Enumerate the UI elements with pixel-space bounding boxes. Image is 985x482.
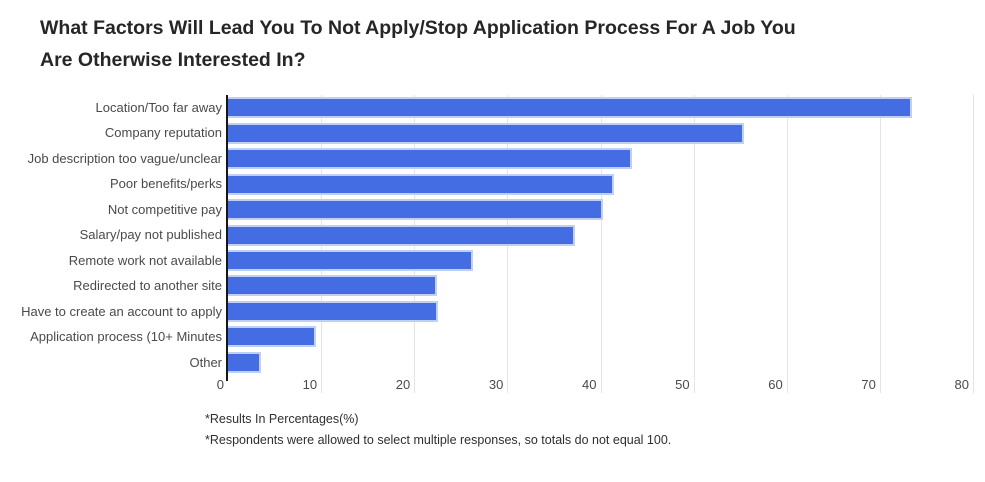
gridline-60 [786,95,788,393]
x-tick-label-10: 10 [302,377,318,392]
bar-salary-pay-not-published[interactable] [228,224,576,246]
bar-have-to-create-an-account-to-apply[interactable] [228,300,439,322]
category-label-job-description-too-vague-unclear: Job description too vague/unclear [27,150,222,166]
gridline-70 [879,95,881,393]
bar-job-description-too-vague-unclear[interactable] [228,148,633,170]
bar-other[interactable] [228,351,261,373]
x-tick-label-60: 60 [768,377,783,392]
category-label-have-to-create-an-account-to-apply: Have to create an account to apply [21,303,222,319]
gridline-80 [973,95,974,393]
category-label-poor-benefits-perks: Poor benefits/perks [109,176,222,192]
chart-title-line-2: Are Otherwise Interested In? [40,49,306,71]
bar-application-process-10-minutes[interactable] [228,326,316,348]
footnote-multiple-responses: *Respondents were allowed to select mult… [205,432,672,447]
category-label-company-reputation: Company reputation [104,125,222,141]
category-label-location-too-far-away: Location/Too far away [95,100,222,115]
bar-poor-benefits-perks[interactable] [228,173,614,195]
bar-company-reputation[interactable] [228,122,744,144]
gridline-40 [600,95,602,393]
category-label-redirected-to-another-site: Redirected to another site [73,278,222,294]
chart-title: What Factors Will Lead You To Not Apply/… [40,12,960,76]
category-label-salary-pay-not-published: Salary/pay not published [79,227,222,243]
bar-redirected-to-another-site[interactable] [228,275,437,297]
category-label-other: Other [189,354,222,370]
chart-footnotes: *Results In Percentages(%) *Respondents … [205,409,671,450]
x-tick-label-40: 40 [582,377,597,392]
gridline-50 [693,95,695,393]
footnote-percentages: *Results In Percentages(%) [205,412,359,426]
x-tick-label-70: 70 [861,377,876,392]
bar-remote-work-not-available[interactable] [228,249,473,271]
y-axis-line [226,95,228,381]
category-label-remote-work-not-available: Remote work not available [68,252,222,268]
x-tick-label-30: 30 [488,377,504,392]
bar-not-competitive-pay[interactable] [228,199,604,221]
x-tick-label-20: 20 [395,377,411,392]
chart-title-line-1: What Factors Will Lead You To Not Apply/… [40,17,796,39]
bar-location-too-far-away[interactable] [228,97,913,119]
x-tick-label-0: 0 [216,377,224,392]
category-label-application-process-10-minutes: Application process (10+ Minutes [30,329,222,345]
x-tick-label-50: 50 [675,377,690,392]
x-tick-label-80: 80 [954,377,969,392]
category-label-not-competitive-pay: Not competitive pay [107,201,222,217]
